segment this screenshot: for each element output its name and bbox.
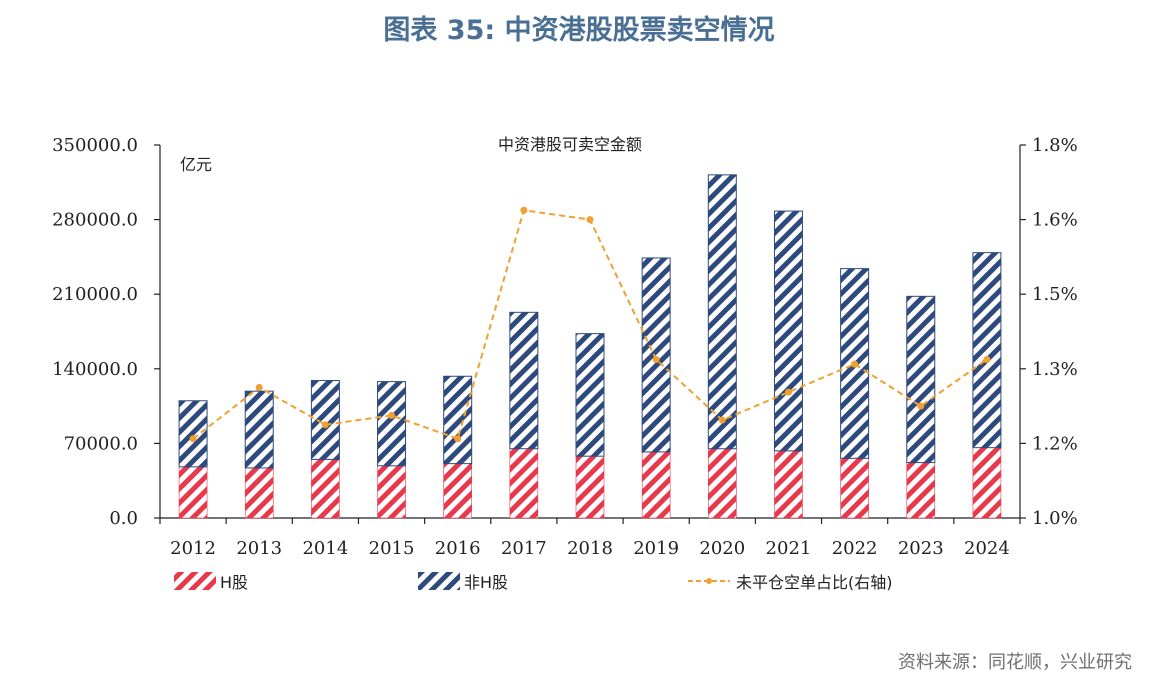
bars [178, 174, 1002, 519]
bar-h [641, 451, 671, 519]
legend-swatch-non-h [418, 572, 460, 590]
ratio-point [454, 435, 462, 443]
ratio-point [255, 383, 263, 391]
x-tick-label: 2023 [898, 538, 944, 559]
ratio-point [652, 355, 660, 363]
ratio-point [917, 402, 925, 410]
x-labels: 2012 2013 2014 2015 2016 2017 2018 2019 2020 2021… [159, 518, 1021, 559]
left-tick-label: 350000.0 [52, 135, 138, 156]
bar-h [708, 448, 737, 519]
left-tick-label: 140000.0 [52, 359, 138, 380]
right-tick-label: 1.6% [1032, 210, 1078, 231]
x-tick-label: 2018 [567, 538, 613, 559]
bar-h [244, 467, 274, 519]
bar-non-h [707, 174, 737, 450]
ratio-point [586, 216, 594, 224]
bar-h [972, 447, 1002, 519]
source-note: 资料来源：同花顺，兴业研究 [898, 652, 1132, 673]
x-tick-label: 2014 [302, 538, 348, 559]
bar-h [443, 463, 472, 519]
bar-non-h [773, 210, 803, 452]
bar-h [840, 458, 869, 519]
bar-non-h [443, 375, 473, 465]
bar-non-h [178, 400, 208, 468]
ratio-point [189, 435, 197, 443]
legend-swatch-line-marker [706, 578, 712, 584]
left-tick-label: 70000.0 [64, 433, 138, 454]
ratio-point [784, 388, 792, 396]
bar-non-h [972, 252, 1002, 449]
ratio-point [321, 421, 329, 429]
right-tick-label: 1.0% [1032, 508, 1078, 529]
bar-h [575, 455, 605, 519]
x-tick-label: 2020 [699, 538, 745, 559]
x-tick-label: 2015 [369, 538, 415, 559]
left-ticks: 0.0 70000.0 140000.0 210000.0 280000.0 350000… [52, 135, 160, 529]
bar-non-h [509, 311, 539, 450]
left-tick-label: 210000.0 [52, 284, 138, 305]
legend: H股 非H股 未平仓空单占比(右轴) [174, 572, 893, 592]
right-tick-label: 1.2% [1032, 433, 1078, 454]
left-tick-label: 0.0 [109, 508, 138, 529]
x-tick-label: 2016 [435, 538, 481, 559]
x-tick-label: 2024 [964, 538, 1010, 559]
bar-non-h [906, 295, 936, 464]
x-tick-label: 2021 [766, 538, 812, 559]
bar-h [311, 459, 340, 519]
x-tick-label: 2012 [170, 538, 216, 559]
bar-non-h [377, 381, 407, 467]
ratio-point [388, 411, 396, 419]
x-tick-label: 2013 [236, 538, 282, 559]
chart-title: 图表 35: 中资港股股票卖空情况 [383, 15, 775, 46]
left-tick-label: 280000.0 [52, 210, 138, 231]
ratio-point [718, 416, 726, 424]
ratio-point [851, 360, 859, 368]
right-tick-label: 1.8% [1032, 135, 1078, 156]
x-tick-label: 2017 [501, 538, 547, 559]
ratio-point [520, 206, 528, 214]
bar-non-h [641, 257, 671, 453]
right-tick-label: 1.3% [1032, 359, 1078, 380]
ratio-point [983, 355, 991, 363]
legend-label-h: H股 [220, 573, 248, 592]
legend-swatch-h [174, 572, 216, 590]
bar-non-h [310, 380, 340, 460]
right-tick-label: 1.5% [1032, 284, 1078, 305]
legend-label-non-h: 非H股 [464, 573, 508, 592]
left-unit-label: 亿元 [180, 155, 212, 174]
bar-h [509, 448, 539, 519]
bar-non-h [575, 333, 605, 457]
x-tick-label: 2022 [832, 538, 878, 559]
right-ticks: 1.0% 1.2% 1.3% 1.5% 1.6% 1.8% [1020, 135, 1078, 529]
bar-h [906, 462, 936, 519]
bar-h [377, 465, 406, 519]
line-series [189, 206, 991, 443]
inner-chart-title: 中资港股可卖空金额 [498, 135, 642, 154]
x-tick-label: 2019 [633, 538, 679, 559]
legend-label-ratio: 未平仓空单占比(右轴) [736, 573, 893, 592]
bar-h [774, 450, 803, 519]
bar-non-h [244, 390, 274, 469]
bar-h [178, 466, 208, 519]
